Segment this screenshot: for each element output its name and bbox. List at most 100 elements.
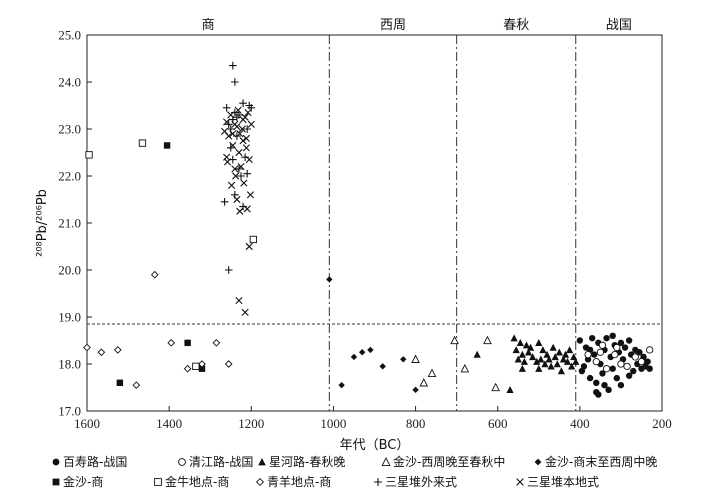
data-point — [183, 364, 192, 373]
legend-label: 金沙-商 — [63, 474, 103, 489]
data-point — [427, 368, 437, 378]
data-point — [588, 334, 596, 342]
data-point — [539, 346, 547, 354]
data-point — [233, 123, 241, 131]
legend-label: 百寿路-战国 — [63, 454, 127, 469]
data-point — [150, 270, 159, 279]
legend-marker — [381, 457, 391, 466]
legend-item: 清江路-战国 — [178, 454, 253, 469]
data-point — [246, 191, 255, 199]
data-point — [644, 358, 651, 365]
legend-marker — [154, 478, 162, 486]
data-point — [535, 339, 543, 347]
x-tick-label: 1200 — [238, 416, 264, 431]
data-point — [545, 355, 553, 363]
data-point — [239, 137, 247, 145]
legend-marker — [255, 477, 265, 487]
data-point — [242, 144, 250, 152]
axis-tick-layer: 1600 1400 1200 1000 800 600 400 200 17.0 18.0 19.0… — [58, 28, 672, 432]
legend-label: 清江路-战国 — [189, 454, 253, 469]
data-point — [625, 337, 633, 344]
series-open-diamond — [83, 270, 233, 389]
data-point — [520, 357, 529, 365]
data-point — [220, 198, 229, 206]
data-point — [163, 142, 171, 149]
legend-label: 青羊地点-商 — [267, 474, 331, 489]
data-point — [609, 332, 616, 339]
y-tick-label: 22.0 — [58, 169, 81, 184]
data-point — [243, 169, 251, 178]
data-point — [245, 242, 253, 251]
data-point — [601, 381, 608, 389]
y-axis-title: ²⁰⁸Pb/²⁰⁶Pb — [35, 189, 50, 257]
y-tick-label: 19.0 — [58, 310, 81, 325]
data-point — [241, 153, 249, 161]
legend-item: 金沙-商 — [52, 474, 103, 489]
data-point — [551, 353, 559, 361]
data-point — [518, 364, 526, 372]
data-point — [113, 346, 122, 354]
data-point — [233, 195, 241, 204]
data-point — [637, 357, 646, 366]
data-point — [547, 362, 555, 370]
y-tick-label: 23.0 — [58, 122, 81, 137]
data-point — [529, 353, 537, 361]
x-tick-label: 400 — [570, 416, 590, 431]
y-tick-label: 18.0 — [58, 357, 81, 372]
data-point — [223, 153, 231, 161]
x-tick-label: 1400 — [156, 416, 182, 431]
period-label-layer: 商 西周 春秋 战国 — [202, 18, 632, 33]
data-point — [518, 350, 526, 358]
data-point — [491, 382, 500, 392]
legend-label: 金牛地点-商 — [165, 474, 229, 489]
series-open-square — [85, 139, 257, 370]
data-point — [97, 348, 106, 357]
data-point — [512, 346, 520, 354]
legend-item: 金牛地点-商 — [154, 474, 229, 489]
data-point — [237, 172, 245, 180]
data-point — [576, 337, 584, 344]
data-point — [227, 181, 236, 189]
x-axis-title: 年代（BC） — [340, 438, 410, 453]
y-tick-label: 17.0 — [58, 404, 81, 419]
legend-marker — [52, 458, 60, 466]
data-point — [239, 99, 247, 107]
data-point — [617, 360, 625, 368]
data-point — [617, 381, 625, 389]
data-point — [557, 367, 565, 375]
series-filled-triangle — [473, 334, 580, 394]
legend-marker — [52, 478, 60, 486]
data-point — [240, 179, 248, 187]
data-point — [537, 355, 545, 363]
data-point — [559, 355, 568, 363]
data-point — [533, 357, 541, 365]
data-point — [526, 343, 535, 351]
legend: 百寿路-战国 清江路-战国 星河路-春秋晚 金沙-西周晚至春秋中 金沙-商末至西周中晚金… — [52, 454, 657, 489]
legend-label: 金沙-西周晚至春秋中 — [393, 454, 505, 469]
data-point — [132, 381, 141, 389]
data-point — [350, 353, 358, 361]
data-point — [83, 343, 91, 352]
data-point — [516, 339, 524, 347]
legend-label: 金沙-商末至西周中晚 — [545, 454, 657, 469]
data-point — [232, 172, 240, 180]
data-point — [239, 116, 247, 124]
data-point — [235, 148, 243, 157]
x-tick-label: 1000 — [320, 416, 346, 431]
data-point — [138, 139, 147, 147]
series-plus — [220, 61, 256, 274]
data-point — [231, 165, 239, 173]
data-point — [593, 379, 600, 386]
legend-marker — [178, 458, 186, 466]
legend-item: 百寿路-战国 — [52, 454, 127, 469]
y-tick-label: 20.0 — [58, 263, 81, 278]
series-cross — [221, 106, 255, 316]
data-point — [625, 372, 633, 379]
data-point — [224, 266, 233, 274]
data-point — [247, 104, 256, 112]
data-point — [541, 360, 549, 368]
data-point — [116, 379, 124, 386]
x-tick-label: 800 — [406, 416, 426, 431]
data-point — [167, 339, 176, 347]
